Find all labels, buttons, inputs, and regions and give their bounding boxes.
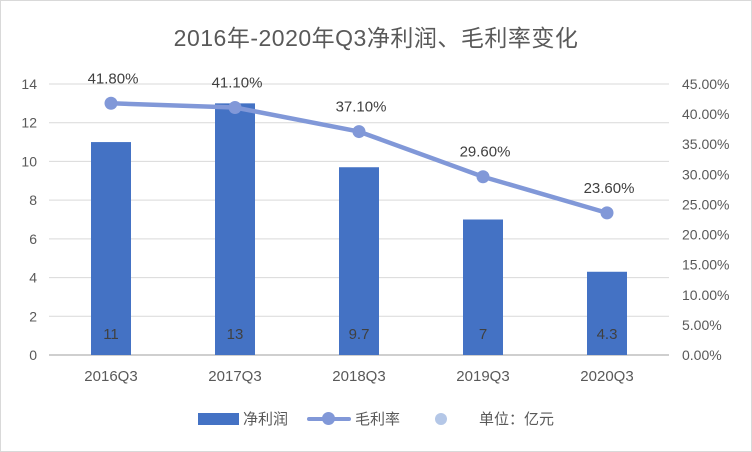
unit-dot-icon [419, 412, 463, 425]
line-marker [228, 100, 242, 114]
legend-item-gross-margin: 毛利率 [306, 408, 400, 429]
legend-item-unit: 单位：亿元 [419, 408, 554, 429]
left-axis-tick-label: 10 [21, 153, 37, 169]
right-axis-tick-label: 15.00% [682, 257, 729, 273]
left-axis-tick-label: 8 [29, 192, 37, 208]
bar-value-label: 11 [103, 326, 119, 343]
right-axis-tick-label: 10.00% [682, 287, 729, 303]
line-point-label: 41.10% [212, 74, 263, 91]
line-series-swatch-icon [306, 412, 351, 425]
right-axis-tick-label: 40.00% [682, 106, 729, 122]
left-axis-tick-label: 2 [29, 308, 37, 324]
chart-legend: 净利润 毛利率 单位：亿元 [1, 408, 751, 429]
line-marker [104, 96, 118, 110]
bar-value-label: 13 [227, 326, 244, 343]
bar [587, 271, 627, 355]
right-axis-tick-label: 0.00% [682, 347, 722, 363]
right-axis-tick-label: 5.00% [682, 317, 722, 333]
right-axis-tick-label: 45.00% [682, 76, 729, 92]
bar-series-swatch-icon [197, 412, 239, 425]
right-axis-tick-label: 35.00% [682, 136, 729, 152]
bar-value-label: 4.3 [597, 326, 618, 343]
right-axis-tick-label: 30.00% [682, 166, 729, 182]
left-axis-tick-label: 12 [21, 115, 37, 131]
legend-label-unit: 单位：亿元 [479, 411, 555, 428]
bar-value-label: 7 [479, 326, 487, 343]
bar [91, 142, 131, 355]
left-axis-tick-label: 6 [29, 231, 37, 247]
line-point-label: 41.80% [88, 70, 139, 87]
category-label: 2017Q3 [208, 368, 261, 385]
category-label: 2019Q3 [456, 368, 509, 385]
category-label: 2018Q3 [332, 368, 385, 385]
legend-item-net-profit: 净利润 [197, 408, 288, 429]
line-marker [476, 170, 490, 184]
left-axis-tick-label: 4 [29, 270, 37, 286]
chart-title: 2016年-2020年Q3净利润、毛利率变化 [173, 25, 579, 51]
legend-label-net-profit: 净利润 [242, 411, 288, 428]
right-axis-tick-label: 20.00% [682, 227, 729, 243]
legend-label-gross-margin: 毛利率 [354, 411, 400, 428]
bar [463, 219, 503, 355]
left-axis-tick-label: 14 [21, 76, 37, 92]
bar-value-label: 9.7 [349, 326, 370, 343]
bar [339, 167, 379, 355]
line-point-label: 23.60% [584, 180, 635, 197]
category-label: 2016Q3 [84, 368, 137, 385]
bar [215, 103, 255, 355]
right-axis-tick-label: 25.00% [682, 196, 729, 212]
category-label: 2020Q3 [580, 368, 633, 385]
line-point-label: 37.10% [336, 99, 387, 116]
line-marker [600, 206, 614, 220]
line-point-label: 29.60% [460, 144, 511, 161]
line-marker [352, 125, 366, 139]
left-axis-tick-label: 0 [29, 347, 37, 363]
